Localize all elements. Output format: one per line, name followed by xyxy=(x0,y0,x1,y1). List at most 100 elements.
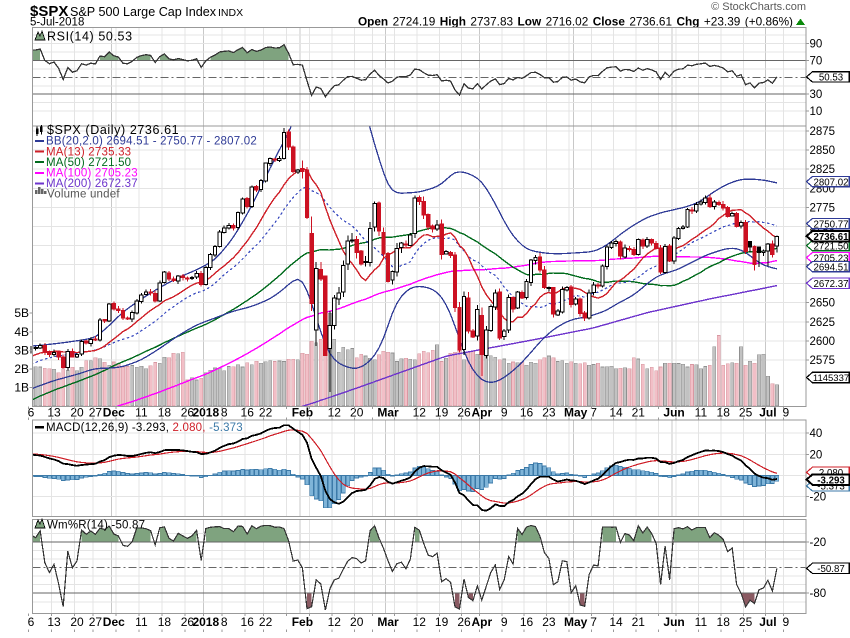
svg-text:25: 25 xyxy=(739,406,753,420)
svg-text:8: 8 xyxy=(221,615,228,629)
svg-text:2672.37: 2672.37 xyxy=(813,279,848,290)
svg-text:11: 11 xyxy=(135,406,148,420)
svg-text:50.53: 50.53 xyxy=(819,73,843,84)
svg-text:MACD(12,26,9) -3.293, 2.080, -: MACD(12,26,9) -3.293, 2.080, -5.373 xyxy=(46,422,243,434)
svg-text:6: 6 xyxy=(28,615,35,629)
svg-text:18: 18 xyxy=(717,615,731,629)
svg-text:20: 20 xyxy=(350,615,364,629)
svg-text:70: 70 xyxy=(810,55,823,67)
svg-text:25: 25 xyxy=(739,615,753,629)
svg-text:2600: 2600 xyxy=(810,336,836,348)
svg-text:Jun: Jun xyxy=(663,406,684,420)
svg-text:30: 30 xyxy=(810,89,823,101)
svg-text:INDX: INDX xyxy=(218,7,243,19)
svg-text:2018: 2018 xyxy=(192,615,219,629)
svg-text:20: 20 xyxy=(70,406,84,420)
svg-text:16: 16 xyxy=(241,615,255,629)
svg-text:2825: 2825 xyxy=(810,164,836,176)
svg-text:2736.61: 2736.61 xyxy=(813,232,849,243)
svg-text:13: 13 xyxy=(47,406,61,420)
svg-text:-3.293: -3.293 xyxy=(817,475,845,486)
svg-text:19: 19 xyxy=(435,615,449,629)
svg-text:21: 21 xyxy=(632,615,646,629)
svg-text:16: 16 xyxy=(520,615,534,629)
svg-text:12: 12 xyxy=(413,406,427,420)
svg-text:2775: 2775 xyxy=(810,202,836,214)
svg-text:12: 12 xyxy=(328,406,342,420)
svg-text:5-Jul-2018: 5-Jul-2018 xyxy=(30,17,84,29)
svg-text:-80: -80 xyxy=(810,588,827,600)
svg-text:2807.02: 2807.02 xyxy=(813,177,848,188)
svg-text:16: 16 xyxy=(241,406,255,420)
svg-text:13: 13 xyxy=(47,615,61,629)
svg-text:23: 23 xyxy=(542,615,556,629)
svg-text:Feb: Feb xyxy=(292,406,313,420)
svg-text:Dec: Dec xyxy=(103,406,125,420)
svg-text:1145337: 1145337 xyxy=(813,373,849,384)
svg-text:11: 11 xyxy=(695,615,708,629)
svg-text:Wm%R(14) -50.87: Wm%R(14) -50.87 xyxy=(47,520,145,532)
svg-text:5B: 5B xyxy=(14,306,29,320)
svg-text:© StockCharts.com: © StockCharts.com xyxy=(711,1,806,13)
svg-text:20: 20 xyxy=(810,449,823,461)
svg-text:11: 11 xyxy=(135,615,148,629)
svg-text:10: 10 xyxy=(810,106,823,118)
svg-text:40: 40 xyxy=(810,428,823,440)
svg-text:21: 21 xyxy=(632,406,646,420)
svg-text:1B: 1B xyxy=(14,380,29,394)
svg-text:RSI(14) 50.53: RSI(14) 50.53 xyxy=(47,30,133,44)
svg-text:-50.87: -50.87 xyxy=(817,564,844,575)
svg-text:May: May xyxy=(564,406,588,420)
svg-text:2018: 2018 xyxy=(192,406,219,420)
svg-text:26: 26 xyxy=(457,615,471,629)
svg-text:11: 11 xyxy=(695,406,708,420)
svg-text:12: 12 xyxy=(328,615,342,629)
svg-text:27: 27 xyxy=(89,406,103,420)
svg-text:18: 18 xyxy=(158,406,172,420)
svg-text:-20: -20 xyxy=(810,537,827,549)
svg-text:Feb: Feb xyxy=(292,615,313,629)
svg-text:90: 90 xyxy=(810,39,823,51)
svg-text:2850: 2850 xyxy=(810,145,836,157)
svg-text:Apr: Apr xyxy=(471,615,492,629)
svg-text:2B: 2B xyxy=(14,362,29,376)
svg-text:Volume undef: Volume undef xyxy=(47,189,120,201)
svg-text:2650: 2650 xyxy=(810,298,836,310)
svg-text:20: 20 xyxy=(350,406,364,420)
svg-text:Dec: Dec xyxy=(103,615,125,629)
svg-text:2875: 2875 xyxy=(810,126,836,138)
svg-text:Jul: Jul xyxy=(759,406,776,420)
svg-text:27: 27 xyxy=(89,615,103,629)
svg-text:3B: 3B xyxy=(14,343,29,357)
svg-text:9: 9 xyxy=(501,615,508,629)
svg-text:May: May xyxy=(564,615,588,629)
svg-text:18: 18 xyxy=(158,615,172,629)
svg-text:18: 18 xyxy=(717,406,731,420)
svg-text:22: 22 xyxy=(259,406,273,420)
svg-text:Open 2724.19 High 2737.83 Low: Open 2724.19 High 2737.83 Low 2716.02 Cl… xyxy=(358,15,793,29)
svg-text:2750.77: 2750.77 xyxy=(813,219,848,230)
svg-text:Mar: Mar xyxy=(377,615,399,629)
svg-text:Jul: Jul xyxy=(759,615,776,629)
svg-text:-20: -20 xyxy=(810,492,827,504)
svg-text:19: 19 xyxy=(435,406,449,420)
svg-text:S&P 500 Large Cap Index: S&P 500 Large Cap Index xyxy=(70,5,217,19)
svg-text:4B: 4B xyxy=(14,325,29,339)
svg-text:Mar: Mar xyxy=(377,406,399,420)
svg-text:2625: 2625 xyxy=(810,317,836,329)
svg-text:14: 14 xyxy=(609,615,623,629)
svg-text:2694.51: 2694.51 xyxy=(813,262,848,273)
svg-text:Apr: Apr xyxy=(471,406,492,420)
svg-text:12: 12 xyxy=(413,615,427,629)
svg-text:26: 26 xyxy=(457,406,471,420)
svg-text:7: 7 xyxy=(590,615,597,629)
svg-text:9: 9 xyxy=(782,615,789,629)
svg-text:2721.50: 2721.50 xyxy=(813,241,849,252)
svg-text:20: 20 xyxy=(70,615,84,629)
svg-text:Jun: Jun xyxy=(663,615,684,629)
svg-text:22: 22 xyxy=(259,615,273,629)
svg-text:2575: 2575 xyxy=(810,355,836,367)
svg-text:16: 16 xyxy=(520,406,534,420)
svg-text:23: 23 xyxy=(542,406,556,420)
svg-text:14: 14 xyxy=(609,406,623,420)
